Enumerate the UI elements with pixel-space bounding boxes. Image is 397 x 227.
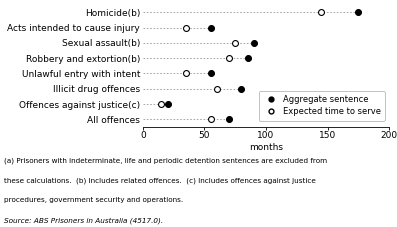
Point: [232, 41, 238, 45]
Text: (a) Prisoners with indeterminate, life and periodic detention sentences are excl: (a) Prisoners with indeterminate, life a…: [4, 157, 327, 164]
X-axis label: months: months: [249, 143, 283, 152]
Point: [318, 10, 324, 14]
Point: [238, 87, 245, 91]
Point: [183, 72, 189, 75]
Point: [355, 10, 361, 14]
Point: [207, 118, 214, 121]
Point: [244, 56, 251, 60]
Point: [207, 72, 214, 75]
Point: [158, 102, 164, 106]
Point: [207, 26, 214, 29]
Text: procedures, government security and operations.: procedures, government security and oper…: [4, 197, 183, 203]
Legend: Aggregate sentence, Expected time to serve: Aggregate sentence, Expected time to ser…: [258, 91, 385, 121]
Text: Source: ABS Prisoners in Australia (4517.0).: Source: ABS Prisoners in Australia (4517…: [4, 217, 163, 224]
Point: [164, 102, 171, 106]
Text: these calculations.  (b) Includes related offences.  (c) Includes offences again: these calculations. (b) Includes related…: [4, 178, 316, 184]
Point: [226, 56, 232, 60]
Point: [226, 118, 232, 121]
Point: [251, 41, 257, 45]
Point: [214, 87, 220, 91]
Point: [183, 26, 189, 29]
